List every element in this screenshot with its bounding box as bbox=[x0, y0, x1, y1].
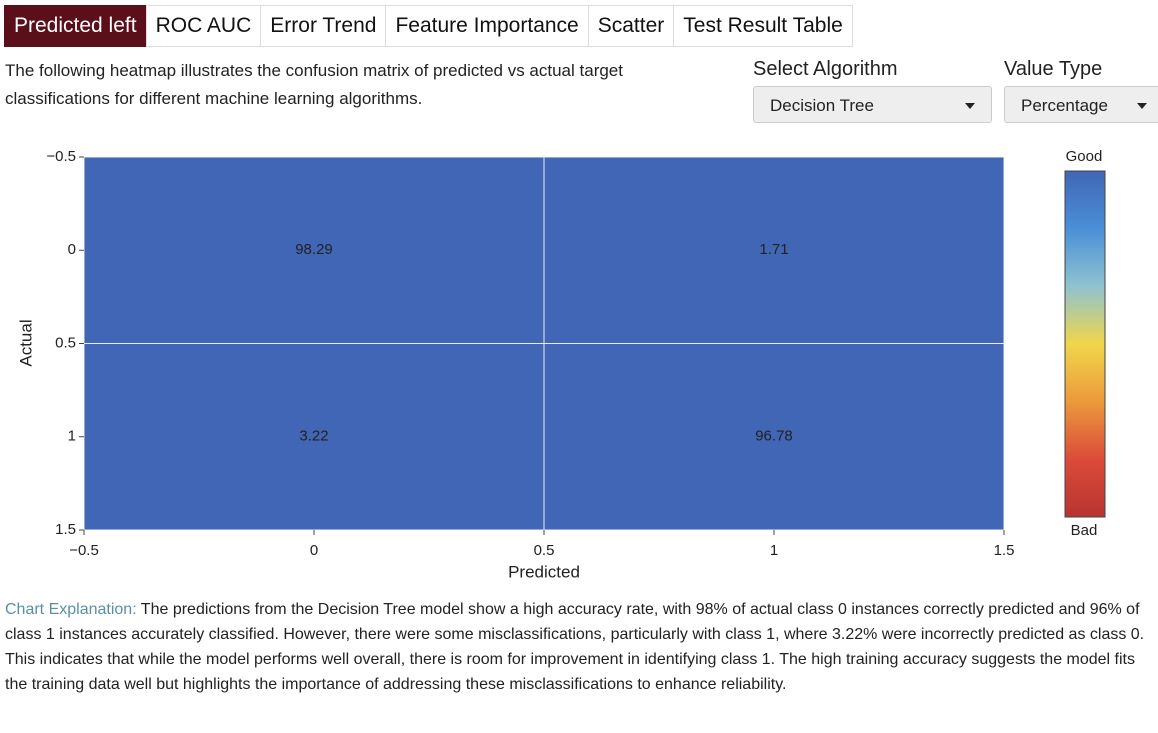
cell-label: 3.22 bbox=[299, 428, 328, 445]
x-tick-label: 1 bbox=[770, 542, 778, 559]
tab[interactable]: ROC AUC bbox=[145, 5, 262, 47]
cell-label: 98.29 bbox=[295, 241, 333, 258]
y-tick-label: 0.5 bbox=[55, 334, 76, 351]
y-tick-label: −0.5 bbox=[46, 148, 76, 165]
chart: Predicted Actual 98.29 1.71 3.22 96.78 −0.5 0… bbox=[16, 148, 1106, 581]
control-label: Select Algorithm bbox=[753, 58, 898, 80]
value-type-select[interactable]: Percentage bbox=[1004, 86, 1158, 123]
y-tick-label: 0 bbox=[68, 241, 76, 258]
x-tick-label: 0 bbox=[310, 542, 318, 559]
value-type-control: Value Type Percentage bbox=[1004, 56, 1158, 123]
heatmap-cell bbox=[84, 344, 544, 530]
tab[interactable]: Test Result Table bbox=[673, 5, 853, 47]
colorbar bbox=[1064, 170, 1106, 518]
x-tick-label: 0.5 bbox=[534, 542, 555, 559]
tab[interactable]: Error Trend bbox=[260, 5, 387, 47]
explanation-text: The predictions from the Decision Tree m… bbox=[5, 601, 1145, 693]
tab[interactable]: Feature Importance bbox=[385, 5, 589, 47]
x-axis-title: Predicted bbox=[508, 562, 580, 581]
tab[interactable]: Predicted left bbox=[4, 5, 147, 47]
explanation: Chart Explanation: The predictions from … bbox=[5, 597, 1155, 697]
tab-bar: Predicted left ROC AUC Error Trend Feature … bbox=[4, 5, 853, 47]
colorbar-bottom-label: Bad bbox=[1071, 522, 1098, 539]
heatmap-cell bbox=[84, 157, 544, 343]
heatmap-cell bbox=[544, 157, 1004, 343]
y-tick-label: 1.5 bbox=[55, 521, 76, 538]
description: The following heatmap illustrates the co… bbox=[5, 61, 623, 108]
algorithm-control: Select Algorithm Decision Tree bbox=[753, 56, 992, 123]
cell-label: 1.71 bbox=[759, 241, 788, 258]
heatmap-cell bbox=[544, 344, 1004, 530]
x-tick-label: 1.5 bbox=[994, 542, 1015, 559]
y-axis-title: Actual bbox=[16, 319, 35, 366]
tab[interactable]: Scatter bbox=[587, 5, 675, 47]
explanation-label: Chart Explanation: bbox=[5, 601, 137, 618]
colorbar-top-label: Good bbox=[1066, 148, 1103, 165]
algorithm-select[interactable]: Decision Tree bbox=[753, 86, 992, 123]
control-label: Value Type bbox=[1004, 58, 1103, 80]
x-tick-label: −0.5 bbox=[69, 542, 99, 559]
cell-label: 96.78 bbox=[755, 428, 793, 445]
y-tick-label: 1 bbox=[68, 428, 76, 445]
